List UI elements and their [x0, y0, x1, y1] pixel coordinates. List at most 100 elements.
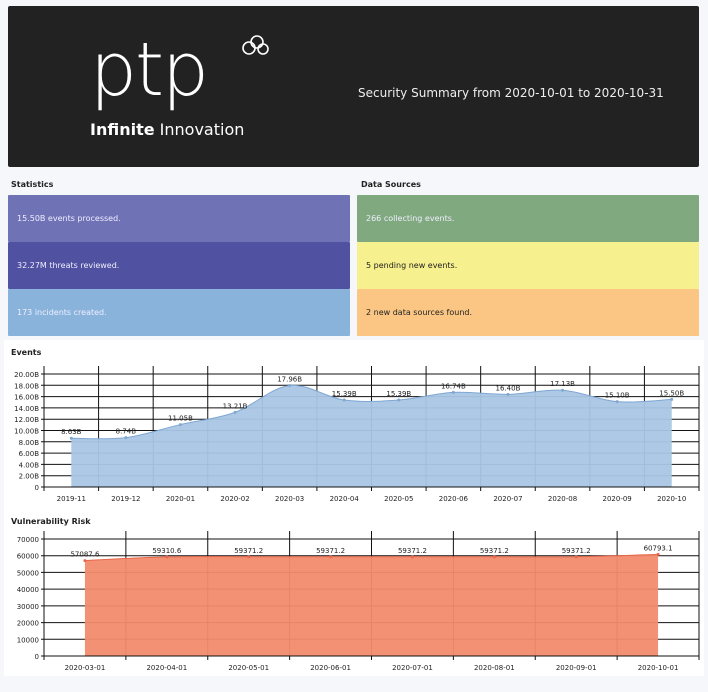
data-sources-item: 266 collecting events. — [357, 195, 699, 242]
area-fill — [84, 554, 659, 656]
y-tick-label: 4.00B — [19, 461, 40, 469]
data-label: 59371.2 — [316, 547, 345, 555]
data-label: 13.21B — [223, 402, 248, 410]
y-tick-label: 20000 — [17, 620, 39, 628]
item-text: 2 new data sources found. — [366, 308, 473, 317]
item-text: 266 collecting events. — [366, 214, 455, 223]
header-banner: ptp Infinite Innovation Security Summary… — [8, 6, 699, 167]
y-tick-label: 20.00B — [14, 371, 39, 379]
data-point — [670, 397, 674, 401]
x-tick-label: 2020-06 — [439, 495, 469, 503]
data-label: 8.74B — [116, 428, 137, 436]
x-tick-label: 2020-02 — [220, 495, 249, 503]
y-tick-label: 6.00B — [19, 450, 40, 458]
data-label: 16.74B — [441, 382, 466, 390]
data-label: 15.39B — [386, 390, 411, 398]
ptp-logo: ptp Infinite Innovation — [90, 24, 269, 140]
y-tick-label: 70000 — [17, 536, 39, 544]
statistics-title: Statistics — [11, 180, 54, 189]
data-label: 59371.2 — [234, 547, 263, 555]
x-tick-label: 2019-11 — [57, 495, 86, 503]
data-sources-item: 5 pending new events. — [357, 242, 699, 289]
y-tick-label: 40000 — [17, 586, 39, 594]
data-label: 57087.6 — [70, 551, 99, 559]
vulnerability-chart: 0 10000 20000 30000 40000 50000 60000 70000 5708… — [17, 531, 700, 672]
data-label: 8.63B — [61, 428, 82, 436]
cloud-icon — [242, 35, 269, 55]
data-point — [492, 555, 496, 559]
data-point — [124, 436, 128, 440]
data-point — [574, 555, 578, 559]
events-chart-title: Events — [11, 348, 42, 357]
data-point — [247, 555, 251, 559]
y-tick-label: 50000 — [17, 569, 39, 577]
x-tick-label: 2020-07 — [493, 495, 522, 503]
data-point — [656, 552, 660, 556]
data-point — [178, 423, 182, 427]
x-tick-label: 2020-04 — [330, 495, 360, 503]
y-tick-label: 10000 — [17, 636, 39, 644]
x-tick-label: 2019-12 — [111, 495, 140, 503]
summary-title: Security Summary from 2020-10-01 to 2020… — [358, 86, 664, 100]
data-label: 59371.2 — [562, 547, 591, 555]
x-tick-label: 2020-01 — [166, 495, 195, 503]
x-tick-label: 2020-10-01 — [638, 664, 679, 672]
y-tick-label: 12.00B — [14, 416, 39, 424]
y-tick-label: 16.00B — [14, 394, 39, 402]
data-point — [165, 555, 169, 559]
data-point — [615, 400, 619, 404]
data-label: 59310.6 — [152, 547, 181, 555]
data-point — [288, 384, 292, 388]
data-point — [397, 398, 401, 402]
vulnerability-chart-title: Vulnerability Risk — [11, 517, 91, 526]
item-text: 15.50B events processed. — [17, 214, 121, 223]
y-tick-label: 0 — [35, 653, 39, 661]
data-point — [506, 392, 510, 396]
x-tick-label: 2020-05-01 — [228, 664, 269, 672]
statistics-item: 173 incidents created. — [8, 289, 350, 336]
data-point — [329, 555, 333, 559]
data-label: 59371.2 — [398, 547, 427, 555]
data-label: 17.96B — [277, 376, 302, 384]
data-label: 15.10B — [605, 392, 630, 400]
y-tick-label: 8.00B — [19, 439, 40, 447]
x-tick-label: 2020-08-01 — [474, 664, 515, 672]
data-point — [342, 398, 346, 402]
statistics-item: 32.27M threats reviewed. — [8, 242, 350, 289]
area-line — [84, 553, 659, 562]
y-tick-label: 2.00B — [19, 473, 40, 481]
area-line — [71, 384, 672, 440]
data-point — [451, 390, 455, 394]
data-sources-title: Data Sources — [361, 180, 421, 189]
y-tick-label: 14.00B — [14, 405, 39, 413]
data-point — [69, 436, 73, 440]
data-label: 15.50B — [659, 389, 684, 397]
x-tick-label: 2020-08 — [548, 495, 577, 503]
events-chart: 0 2.00B 4.00B 6.00B 8.00B 10.00B 12.00B 14.00B 1… — [14, 366, 700, 503]
x-tick-label: 2020-05 — [384, 495, 413, 503]
item-text: 173 incidents created. — [17, 308, 107, 317]
y-tick-label: 18.00B — [14, 382, 39, 390]
item-text: 5 pending new events. — [366, 261, 458, 270]
x-tick-label: 2020-07-01 — [392, 664, 433, 672]
data-label: 11.05B — [168, 415, 193, 423]
data-label: 59371.2 — [480, 547, 509, 555]
area-fill — [71, 385, 672, 487]
logo-text: ptp — [90, 27, 209, 113]
logo-tag-bold: Infinite — [90, 120, 155, 139]
data-point — [83, 559, 87, 563]
data-point — [233, 410, 237, 414]
data-label: 17.13B — [550, 380, 575, 388]
x-tick-label: 2020-03-01 — [65, 664, 106, 672]
x-tick-label: 2020-04-01 — [146, 664, 187, 672]
statistics-item: 15.50B events processed. — [8, 195, 350, 242]
data-label: 16.40B — [496, 384, 521, 392]
y-tick-label: 0 — [35, 484, 39, 492]
data-point — [561, 388, 565, 392]
logo-tag: Innovation — [159, 120, 245, 139]
y-tick-label: 10.00B — [14, 428, 39, 436]
x-tick-label: 2020-09 — [603, 495, 632, 503]
x-tick-label: 2020-03 — [275, 495, 304, 503]
y-tick-label: 30000 — [17, 603, 39, 611]
data-label: 60793.1 — [644, 544, 673, 552]
